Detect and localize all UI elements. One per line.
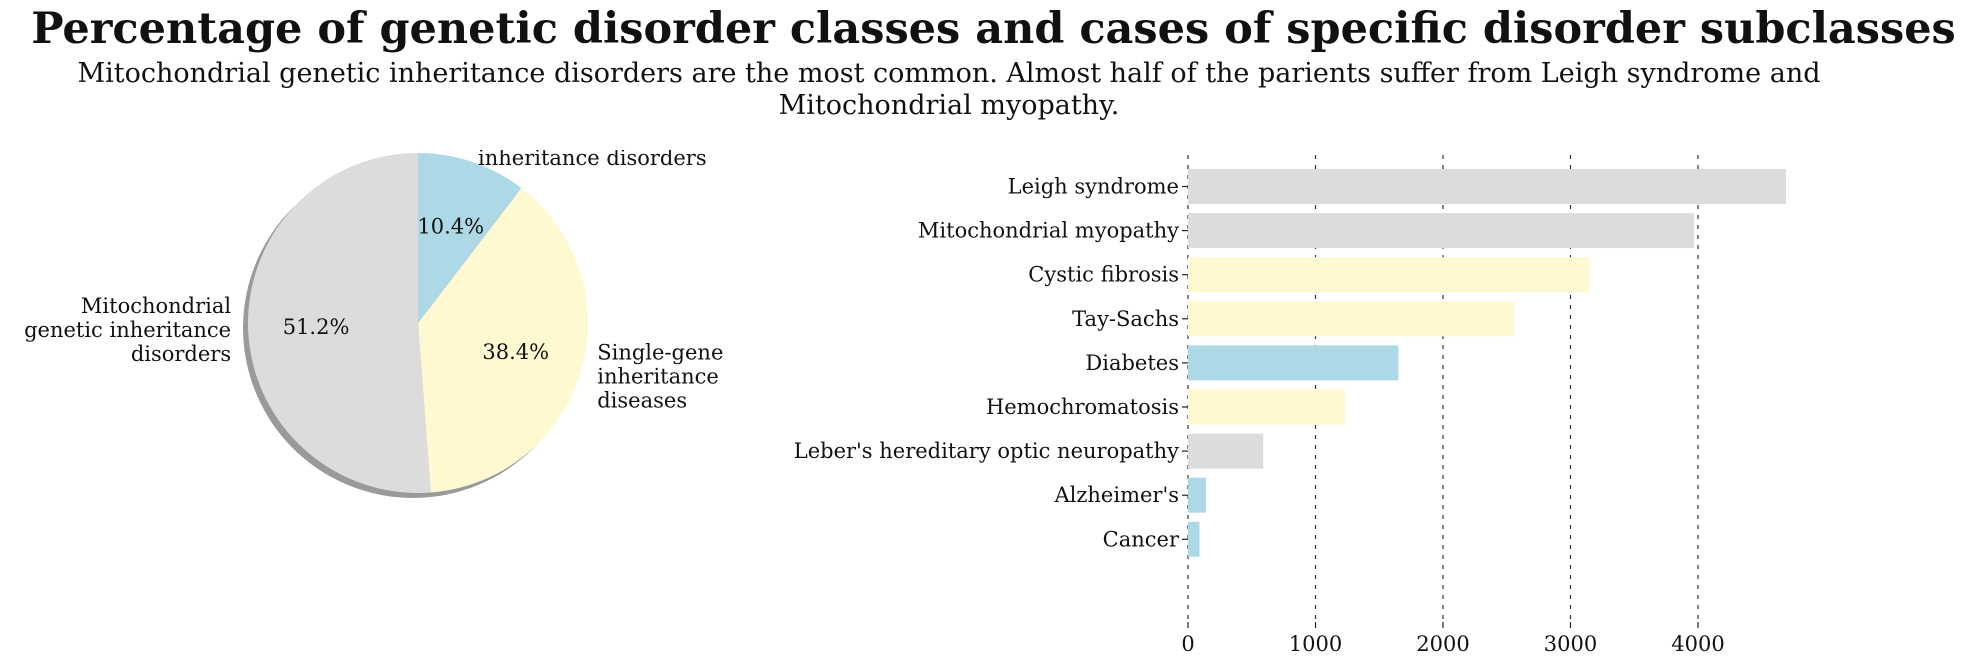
pie-category-label: Single-gene inheritance diseases <box>597 340 723 412</box>
bar-leigh-syndrome <box>1188 169 1786 204</box>
bar-diabetes <box>1188 345 1399 381</box>
y-tick-label: Hemochromatosis <box>986 395 1179 419</box>
x-tick-label: 1000 <box>1289 632 1342 656</box>
x-tick-label: 4000 <box>1671 632 1724 656</box>
chart-title: Percentage of genetic disorder classes a… <box>31 4 1956 54</box>
bar-chart: 0 1000 2000 3000 4000 Leigh syndrome Mitochond… <box>794 155 1786 656</box>
x-tick-label: 3000 <box>1544 632 1597 656</box>
chart-subtitle: Mitochondrial genetic inheritance disord… <box>77 58 1821 121</box>
y-tick-label: Leber's hereditary optic neuropathy <box>794 439 1179 463</box>
bar-leber-s-hereditary-optic-neuropathy <box>1188 433 1264 469</box>
y-tick-label: Mitochondrial myopathy <box>918 219 1179 243</box>
bar-tay-sachs <box>1188 301 1515 337</box>
y-tick-label: Diabetes <box>1085 351 1179 375</box>
pie-pct-label: 10.4% <box>417 214 484 238</box>
bar-mitochondrial-myopathy <box>1188 213 1695 249</box>
pie-slice-single-gene-inheritance-diseases <box>418 188 588 493</box>
bar-cancer <box>1188 521 1200 557</box>
pie-chart: 51.2% Mitochondrial genetic inheritance dis… <box>24 150 723 498</box>
x-tick-label: 0 <box>1181 632 1194 656</box>
y-tick-label: Tay-Sachs <box>1072 307 1179 331</box>
pie-pct-label: 38.4% <box>482 340 549 364</box>
y-tick-label: Cystic fibrosis <box>1028 263 1179 287</box>
bar-cystic-fibrosis <box>1188 257 1590 293</box>
bar-alzheimer-s <box>1188 477 1206 513</box>
pie-category-label: Mitochondrial genetic inheritance disorder… <box>24 294 231 366</box>
pie-pct-label: 51.2% <box>283 315 350 339</box>
pie-slice-mitochondrial-genetic-inheritance-disorders <box>247 153 431 493</box>
pie-slice-multifactorial-genetic-inheritance-disorders <box>418 153 522 323</box>
y-tick-label: Alzheimer's <box>1053 483 1179 507</box>
y-tick-label: Leigh syndrome <box>1008 175 1179 199</box>
x-tick-label: 2000 <box>1416 632 1469 656</box>
y-tick-label: Cancer <box>1103 527 1180 551</box>
bar-hemochromatosis <box>1188 389 1345 425</box>
